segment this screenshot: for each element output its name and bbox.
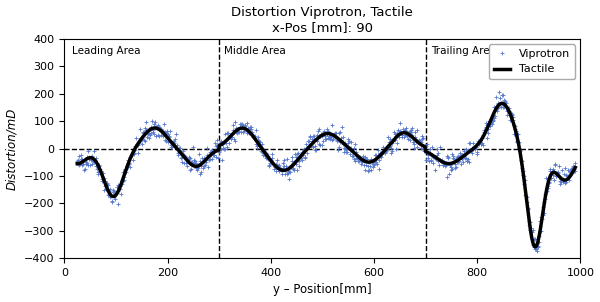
- Viprotron: [496, 90, 503, 94]
- Legend: Viprotron, Tactile: Viprotron, Tactile: [489, 44, 575, 79]
- Tactile: [74, 162, 81, 165]
- Text: Leading Area: Leading Area: [72, 46, 140, 56]
- Tactile: [498, 101, 505, 105]
- Viprotron: [449, 153, 456, 156]
- Viprotron: [504, 108, 511, 112]
- Line: Viprotron: Viprotron: [75, 89, 578, 253]
- X-axis label: y – Position[mm]: y – Position[mm]: [273, 284, 372, 297]
- Viprotron: [428, 155, 436, 158]
- Viprotron: [286, 170, 293, 173]
- Tactile: [376, 154, 383, 158]
- Title: Distortion Viprotron, Tactile
x-Pos [mm]: 90: Distortion Viprotron, Tactile x-Pos [mm]…: [232, 5, 413, 34]
- Tactile: [391, 137, 398, 141]
- Viprotron: [203, 146, 211, 150]
- Tactile: [572, 165, 579, 169]
- Tactile: [451, 160, 458, 164]
- Viprotron: [533, 249, 541, 253]
- Tactile: [363, 160, 370, 164]
- Tactile: [104, 188, 112, 192]
- Viprotron: [572, 170, 579, 173]
- Tactile: [503, 105, 511, 109]
- Y-axis label: Distortion/mD: Distortion/mD: [5, 108, 19, 190]
- Text: Trailing Area: Trailing Area: [431, 46, 496, 56]
- Viprotron: [128, 154, 135, 157]
- Viprotron: [74, 159, 81, 163]
- Text: Middle Area: Middle Area: [224, 46, 286, 56]
- Line: Tactile: Tactile: [77, 103, 575, 247]
- Tactile: [532, 245, 539, 249]
